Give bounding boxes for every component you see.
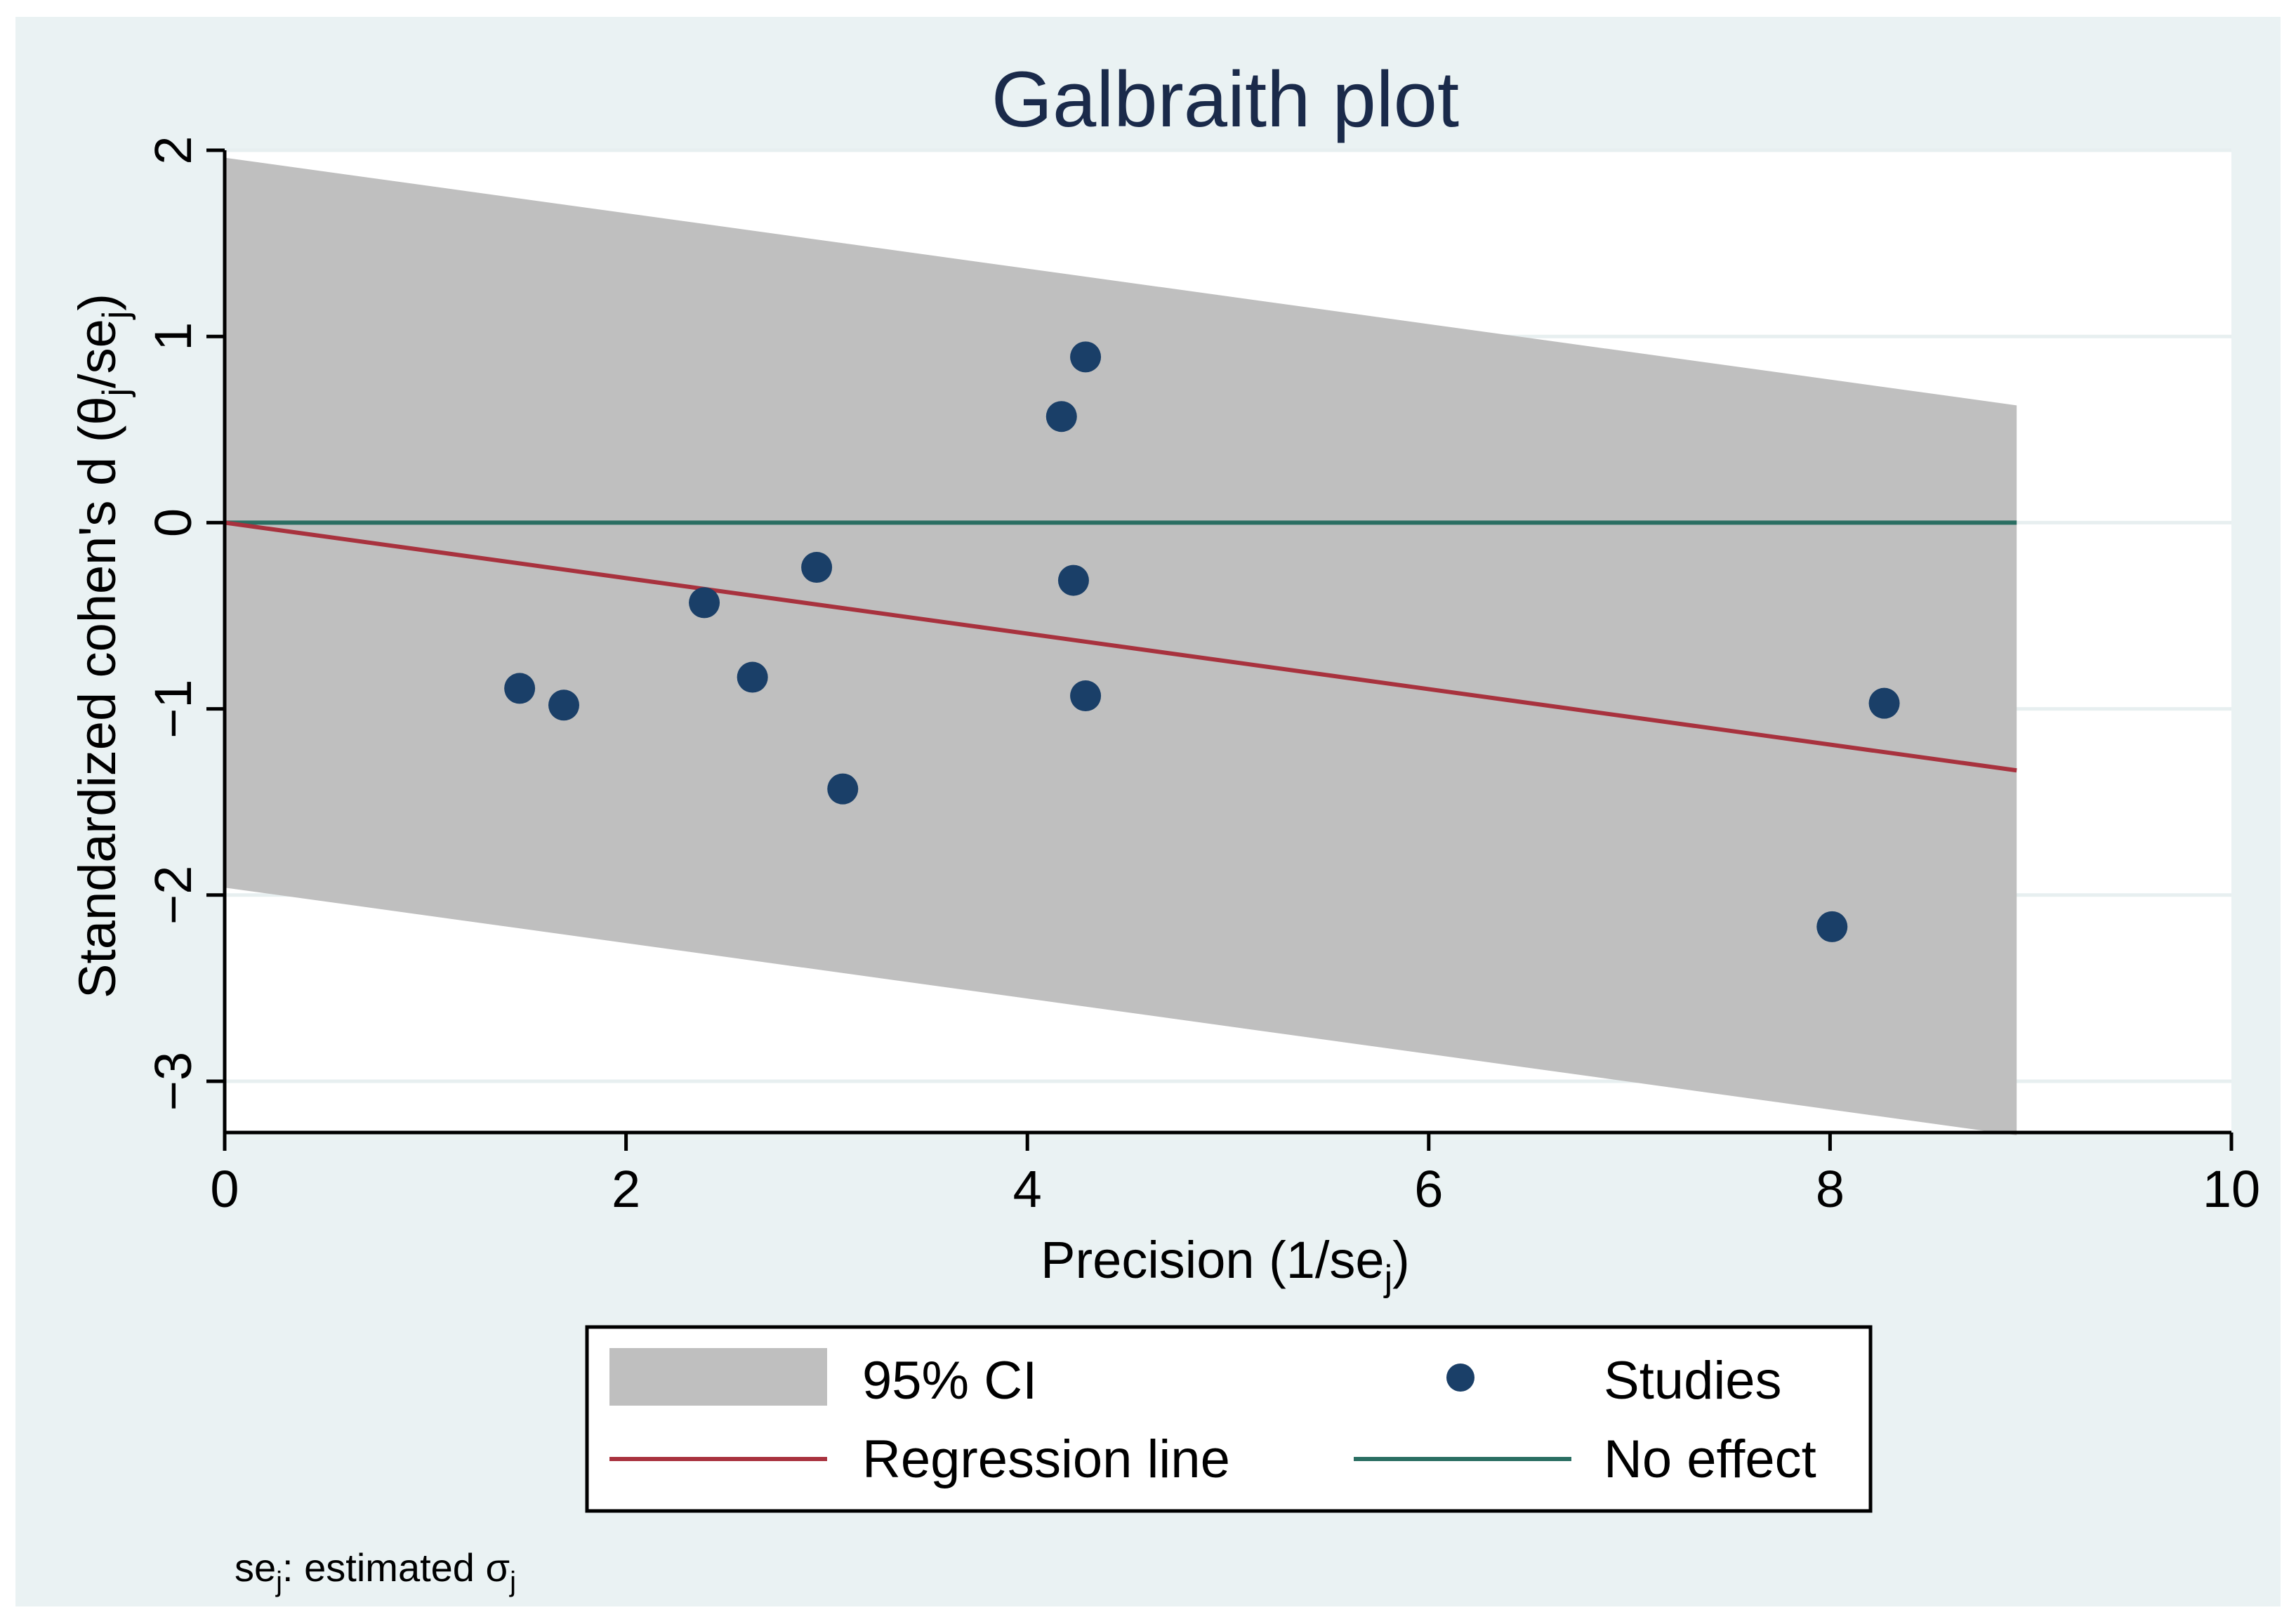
x-axis-title-sub: j: [1383, 1258, 1393, 1299]
y-tick-label-4: 1: [144, 322, 202, 351]
x-ticks: 0 2 4 6 8 10: [210, 1133, 2260, 1218]
chart-title: Galbraith plot: [991, 55, 1459, 143]
legend-studies-marker: [1446, 1364, 1474, 1392]
y-axis-title-p2: /se: [68, 319, 126, 388]
y-axis-title-p1: Standardized cohen's d (θ: [68, 397, 126, 998]
y-tick-label-1: −2: [144, 866, 202, 925]
x-axis-title-end: ): [1392, 1231, 1410, 1289]
study-point-8: [1070, 341, 1102, 373]
y-tick-label-2: −1: [144, 679, 202, 738]
legend-ci-swatch: [609, 1348, 827, 1406]
x-axis-title-main: Precision (1/se: [1041, 1231, 1384, 1289]
footnote: sej: estimated σj: [235, 1545, 516, 1597]
y-axis-title-s2: j: [95, 311, 136, 321]
study-point-2: [689, 587, 720, 619]
study-point-10: [1816, 911, 1848, 942]
x-tick-label-4: 8: [1816, 1160, 1845, 1218]
study-point-0: [504, 673, 536, 704]
study-point-4: [801, 552, 833, 583]
study-point-9: [1070, 680, 1102, 712]
study-points: [504, 341, 1900, 942]
study-point-7: [1057, 565, 1089, 596]
legend-studies-label: Studies: [1604, 1351, 1782, 1411]
y-ticks: −3 −2 −1 0 1 2: [144, 136, 225, 1111]
x-tick-label-1: 2: [612, 1160, 640, 1218]
legend-no-effect-label: No effect: [1604, 1430, 1816, 1489]
study-point-11: [1868, 687, 1900, 719]
study-point-1: [548, 689, 580, 721]
y-axis-title-s1: j: [95, 388, 136, 398]
footnote-s1: j: [275, 1566, 282, 1597]
y-tick-label-3: 0: [144, 508, 202, 537]
footnote-s2: j: [509, 1566, 516, 1597]
y-tick-label-5: 2: [144, 136, 202, 164]
footnote-p2: : estimated σ: [282, 1545, 510, 1590]
x-tick-label-3: 6: [1414, 1160, 1443, 1218]
x-tick-label-2: 4: [1013, 1160, 1042, 1218]
x-tick-label-0: 0: [210, 1160, 239, 1218]
study-point-6: [1045, 401, 1077, 433]
study-point-5: [827, 773, 859, 805]
footnote-p1: se: [235, 1545, 276, 1590]
regression-line: [224, 520, 2017, 773]
legend: 95% CI Studies Regression line No effect: [585, 1325, 1873, 1513]
study-point-3: [737, 661, 768, 693]
x-tick-label-5: 10: [2203, 1160, 2260, 1218]
y-tick-label-0: −3: [144, 1052, 202, 1111]
x-axis-title: Precision (1/sej): [1041, 1231, 1410, 1299]
y-axis-title-p3: ): [68, 293, 126, 311]
legend-regression-label: Regression line: [862, 1430, 1230, 1489]
legend-ci-label: 95% CI: [862, 1351, 1037, 1411]
y-axis-title: Standardized cohen's d (θj/sej): [68, 293, 136, 998]
